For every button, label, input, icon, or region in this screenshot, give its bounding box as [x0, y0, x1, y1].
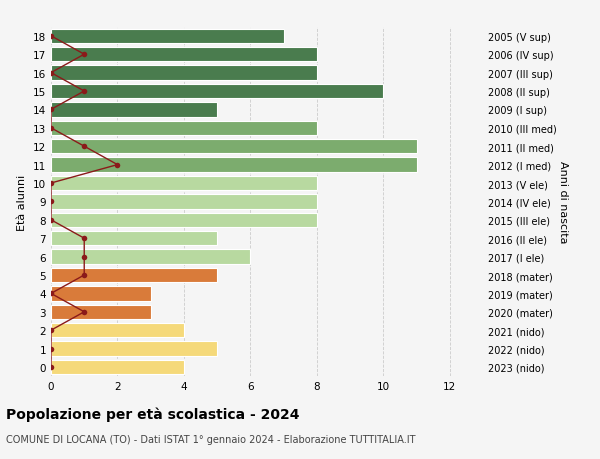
Bar: [51, 268, 217, 283]
Bar: [51, 66, 317, 81]
Point: [46, 198, 56, 206]
Point: [79, 51, 89, 59]
Point: [46, 180, 56, 187]
Bar: [51, 195, 317, 209]
Point: [79, 235, 89, 242]
Point: [46, 327, 56, 334]
Bar: [51, 176, 317, 191]
Point: [113, 162, 122, 169]
Point: [46, 125, 56, 132]
Bar: [51, 231, 217, 246]
Bar: [51, 48, 317, 62]
Point: [79, 88, 89, 95]
Bar: [51, 121, 317, 136]
Bar: [51, 286, 151, 301]
Point: [46, 345, 56, 353]
Point: [46, 106, 56, 114]
Bar: [51, 158, 416, 173]
Bar: [51, 360, 184, 375]
Point: [46, 70, 56, 77]
Bar: [51, 140, 416, 154]
Y-axis label: Età alunni: Età alunni: [17, 174, 28, 230]
Point: [46, 364, 56, 371]
Point: [79, 272, 89, 279]
Bar: [51, 84, 383, 99]
Point: [79, 143, 89, 151]
Bar: [51, 341, 217, 356]
Point: [46, 33, 56, 40]
Bar: [51, 29, 284, 44]
Bar: [51, 323, 184, 338]
Text: COMUNE DI LOCANA (TO) - Dati ISTAT 1° gennaio 2024 - Elaborazione TUTTITALIA.IT: COMUNE DI LOCANA (TO) - Dati ISTAT 1° ge…: [6, 434, 415, 444]
Point: [46, 217, 56, 224]
Point: [46, 290, 56, 297]
Bar: [51, 250, 250, 264]
Text: Popolazione per età scolastica - 2024: Popolazione per età scolastica - 2024: [6, 406, 299, 421]
Bar: [51, 213, 317, 228]
Bar: [51, 103, 217, 118]
Bar: [51, 305, 151, 319]
Point: [79, 308, 89, 316]
Y-axis label: Anni di nascita: Anni di nascita: [558, 161, 568, 243]
Point: [79, 253, 89, 261]
